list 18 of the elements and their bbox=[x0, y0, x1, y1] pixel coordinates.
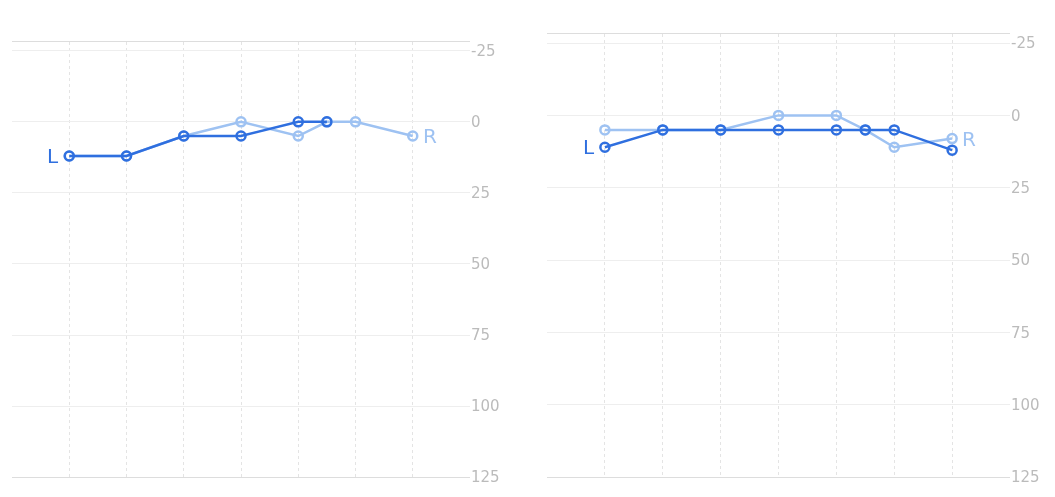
y-tick-label: 75 bbox=[471, 326, 491, 345]
y-tick-label: 25 bbox=[471, 184, 491, 203]
y-tick-label: 100 bbox=[1011, 396, 1040, 415]
y-tick-label: 125 bbox=[471, 468, 500, 487]
y-tick-label: -25 bbox=[471, 42, 496, 60]
series-label: R bbox=[962, 127, 976, 151]
series-label: R bbox=[423, 124, 437, 148]
series-label: L bbox=[47, 144, 59, 168]
y-tick-label: 50 bbox=[1011, 251, 1031, 270]
series-label: L bbox=[583, 135, 595, 159]
y-tick-label: 75 bbox=[1011, 323, 1031, 342]
y-tick-label: 25 bbox=[1011, 179, 1031, 198]
y-tick-label: 0 bbox=[1011, 106, 1021, 125]
y-tick-label: -25 bbox=[1011, 34, 1036, 53]
y-tick-label: 50 bbox=[471, 255, 491, 274]
y-tick-label: 100 bbox=[471, 397, 500, 416]
y-tick-label: 125 bbox=[1011, 468, 1040, 487]
y-tick-label: 0 bbox=[471, 113, 481, 132]
